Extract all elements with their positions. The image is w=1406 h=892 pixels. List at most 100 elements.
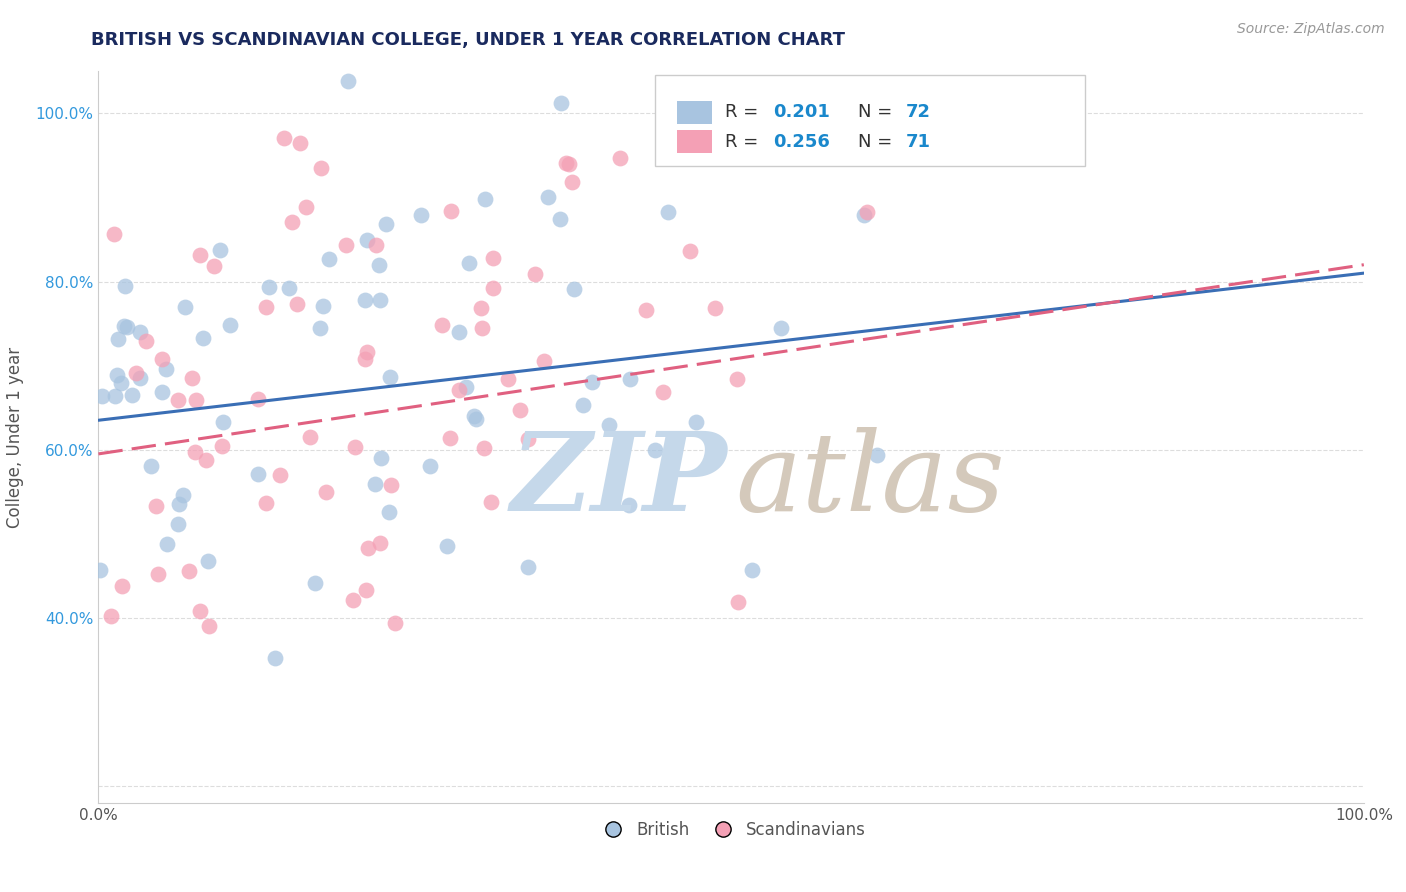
Point <box>105 368 128 383</box>
Point <box>558 156 581 170</box>
Point <box>353 351 375 366</box>
Point <box>463 409 485 423</box>
Point <box>318 252 340 266</box>
Point <box>411 208 433 222</box>
Point <box>219 318 242 332</box>
Point <box>254 300 277 314</box>
Point <box>194 453 217 467</box>
Point <box>273 131 295 145</box>
Point <box>181 370 204 384</box>
Point <box>191 331 214 345</box>
Point <box>299 430 322 444</box>
Point <box>517 433 540 447</box>
Point <box>103 227 125 241</box>
Point <box>704 301 727 315</box>
Text: Source: ZipAtlas.com: Source: ZipAtlas.com <box>1237 22 1385 37</box>
Point <box>436 539 458 553</box>
Point <box>295 200 318 214</box>
Point <box>533 353 555 368</box>
Point <box>167 516 190 531</box>
Point <box>107 332 129 346</box>
Point <box>264 651 287 665</box>
Point <box>208 243 231 257</box>
Point <box>364 477 387 491</box>
Point <box>482 281 505 295</box>
Point <box>470 301 492 315</box>
Point <box>146 567 169 582</box>
Text: N =: N = <box>858 103 897 121</box>
Point <box>474 192 496 206</box>
Point <box>685 415 707 429</box>
Point <box>343 440 366 454</box>
Text: 72: 72 <box>905 103 931 121</box>
Text: atlas: atlas <box>735 427 1004 534</box>
Point <box>281 215 304 229</box>
Point <box>173 300 195 314</box>
Point <box>380 478 402 492</box>
Point <box>449 384 471 398</box>
Point <box>742 119 765 133</box>
Point <box>315 485 337 500</box>
Point <box>354 293 377 308</box>
Point <box>290 136 312 150</box>
Text: R =: R = <box>725 103 763 121</box>
Point <box>211 439 233 453</box>
Text: N =: N = <box>858 133 897 151</box>
Point <box>523 268 546 282</box>
Point <box>725 371 748 385</box>
Point <box>554 156 576 170</box>
Point <box>311 299 333 313</box>
Point <box>364 237 387 252</box>
Point <box>599 41 621 55</box>
Point <box>581 375 603 389</box>
Point <box>356 233 378 247</box>
Point <box>259 279 281 293</box>
Point <box>449 325 471 339</box>
Legend: British, Scandinavians: British, Scandinavians <box>589 814 873 846</box>
Point <box>212 415 235 429</box>
Text: 0.256: 0.256 <box>773 133 830 151</box>
Point <box>246 467 269 481</box>
Point <box>356 344 378 359</box>
Point <box>496 372 519 386</box>
Point <box>517 559 540 574</box>
Point <box>727 594 749 608</box>
Point <box>139 458 162 473</box>
Point <box>335 238 357 252</box>
Point <box>471 321 494 335</box>
Point <box>197 554 219 568</box>
Point <box>183 445 205 459</box>
Y-axis label: College, Under 1 year: College, Under 1 year <box>7 346 24 528</box>
Point <box>644 443 666 458</box>
Point <box>378 369 401 384</box>
Point <box>172 488 194 502</box>
Point <box>770 321 793 335</box>
Point <box>124 366 146 380</box>
Point <box>548 211 571 226</box>
Point <box>619 372 641 386</box>
Point <box>114 278 136 293</box>
Point <box>636 303 658 318</box>
Text: ZIP: ZIP <box>510 427 727 534</box>
Point <box>150 385 173 400</box>
Point <box>617 498 640 512</box>
Point <box>336 74 359 88</box>
Point <box>652 384 675 399</box>
Point <box>357 541 380 555</box>
FancyBboxPatch shape <box>655 75 1085 167</box>
Text: 0.201: 0.201 <box>773 103 830 121</box>
Point <box>537 190 560 204</box>
Point <box>866 448 889 462</box>
Point <box>246 392 269 406</box>
Point <box>156 537 179 551</box>
Point <box>135 334 157 349</box>
Point <box>188 604 211 618</box>
Point <box>509 403 531 417</box>
Point <box>115 320 138 334</box>
Point <box>439 431 461 445</box>
Point <box>733 21 755 35</box>
Point <box>856 205 879 219</box>
Point <box>609 151 631 165</box>
Point <box>150 352 173 367</box>
Point <box>354 582 377 597</box>
